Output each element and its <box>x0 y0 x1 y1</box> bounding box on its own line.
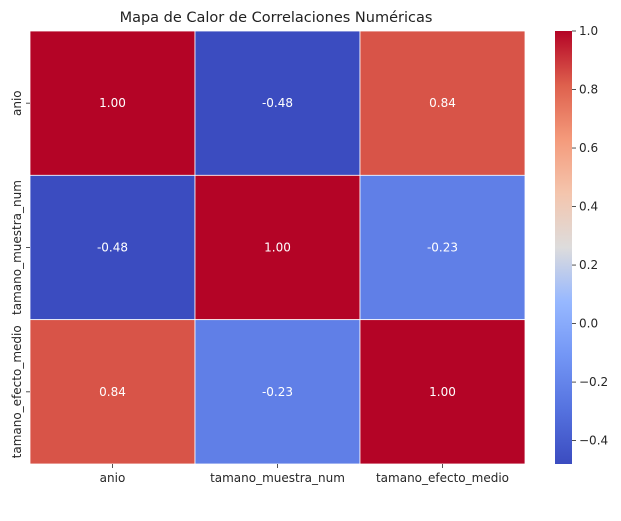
colorbar-tick-label: 1.0 <box>579 24 598 38</box>
colorbar-tick-label: 0.8 <box>579 83 598 97</box>
cell-value-label-0-0: 1.00 <box>99 96 126 110</box>
heatmap-cell-2-0 <box>29 319 196 465</box>
heatmap-cell-0-2 <box>359 30 526 176</box>
y-tick-labels: anio tamano_muestra_num tamano_efecto_medi… <box>10 90 30 458</box>
colorbar-tick-label: −0.4 <box>579 434 608 448</box>
x-tick-label-anio: anio <box>100 471 126 485</box>
colorbar-tick-label: 0.6 <box>579 141 598 155</box>
cell-value-label-0-2: 0.84 <box>429 96 456 110</box>
heatmap-cell-1-2 <box>359 174 526 321</box>
colorbar-tick-label: −0.2 <box>579 375 608 389</box>
cell-value-label-2-1: -0.23 <box>262 385 293 399</box>
heatmap-cell-2-1 <box>194 319 361 465</box>
cell-value-label-1-1: 1.00 <box>264 241 291 255</box>
y-tick-label-tamano_efecto_medio: tamano_efecto_medio <box>10 325 24 458</box>
x-tick-label-tamano_muestra_num: tamano_muestra_num <box>210 471 345 485</box>
cell-value-label-0-1: -0.48 <box>262 96 293 110</box>
heatmap-cell-1-1 <box>194 174 361 321</box>
cell-value-label-2-0: 0.84 <box>99 385 126 399</box>
heatmap-cell-1-0 <box>29 174 196 321</box>
colorbar-tick-label: 0.2 <box>579 258 598 272</box>
cell-value-label-1-2: -0.23 <box>427 241 458 255</box>
x-tick-label-tamano_efecto_medio: tamano_efecto_medio <box>376 471 509 485</box>
heatmap-cells: 1.00 -0.48 0.84 -0.48 1.00 -0.23 0.84 -0.23 1.00 <box>29 30 526 465</box>
heatmap-cell-0-0 <box>29 30 196 176</box>
colorbar-ticks: −0.4 −0.2 0.0 0.2 0.4 0.6 0.8 1.0 <box>572 24 608 448</box>
cell-value-label-2-2: 1.00 <box>429 385 456 399</box>
chart-title: Mapa de Calor de Correlaciones Numéricas <box>120 10 433 26</box>
colorbar <box>555 31 572 464</box>
y-tick-label-tamano_muestra_num: tamano_muestra_num <box>10 180 24 315</box>
cell-value-label-1-0: -0.48 <box>97 241 128 255</box>
x-tick-labels: anio tamano_muestra_num tamano_efecto_medi… <box>100 464 509 485</box>
colorbar-tick-label: 0.4 <box>579 200 598 214</box>
colorbar-tick-label: 0.0 <box>579 317 598 331</box>
y-tick-label-anio: anio <box>10 90 24 116</box>
heatmap-cell-0-1 <box>194 30 361 176</box>
